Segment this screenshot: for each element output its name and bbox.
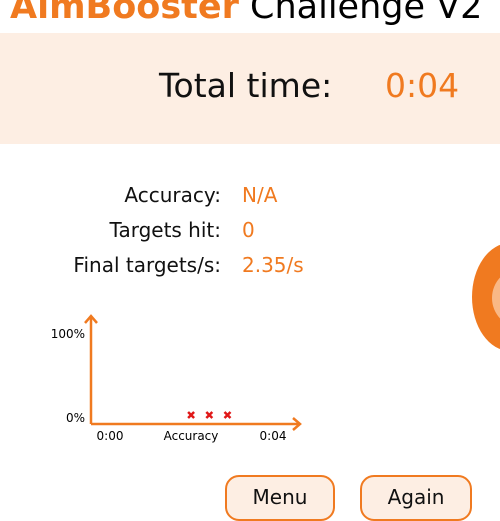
total-time-value: 0:04 <box>385 66 460 105</box>
targets-per-second-value: 2.35/s <box>242 253 304 277</box>
again-button-label: Again <box>387 485 445 509</box>
chart-miss-marker <box>223 411 232 419</box>
accuracy-label: Accuracy: <box>124 183 221 207</box>
chart-y-axis-arrow <box>84 314 98 324</box>
again-button[interactable]: Again <box>360 475 472 521</box>
total-time-label: Total time: <box>159 66 333 105</box>
chart-y-tick-label: 100% <box>51 327 85 341</box>
menu-button[interactable]: Menu <box>225 475 335 521</box>
brand-name: AimBooster <box>10 0 239 27</box>
targets-hit-label: Targets hit: <box>109 218 221 242</box>
game-title: AimBooster Challenge V2 <box>10 0 482 30</box>
chart-x-tick-label: 0:04 <box>260 429 287 443</box>
accuracy-chart: 100% 0% 0:00 0:04 Accuracy <box>51 314 302 443</box>
chart-x-tick-label: 0:00 <box>97 429 124 443</box>
chart-y-tick-label: 0% <box>66 411 85 425</box>
targets-per-second-label: Final targets/s: <box>73 253 221 277</box>
chart-miss-marker <box>205 411 214 419</box>
title-subtitle: Challenge V2 <box>250 0 483 27</box>
total-time-banner <box>0 33 500 144</box>
accuracy-value: N/A <box>242 183 278 207</box>
chart-miss-marker <box>187 411 195 419</box>
chart-x-axis-arrow <box>292 417 302 431</box>
target-circle-inner <box>492 268 500 328</box>
menu-button-label: Menu <box>252 485 308 509</box>
chart-points <box>187 411 232 419</box>
targets-hit-value: 0 <box>242 218 255 242</box>
chart-x-axis-label: Accuracy <box>164 429 219 443</box>
